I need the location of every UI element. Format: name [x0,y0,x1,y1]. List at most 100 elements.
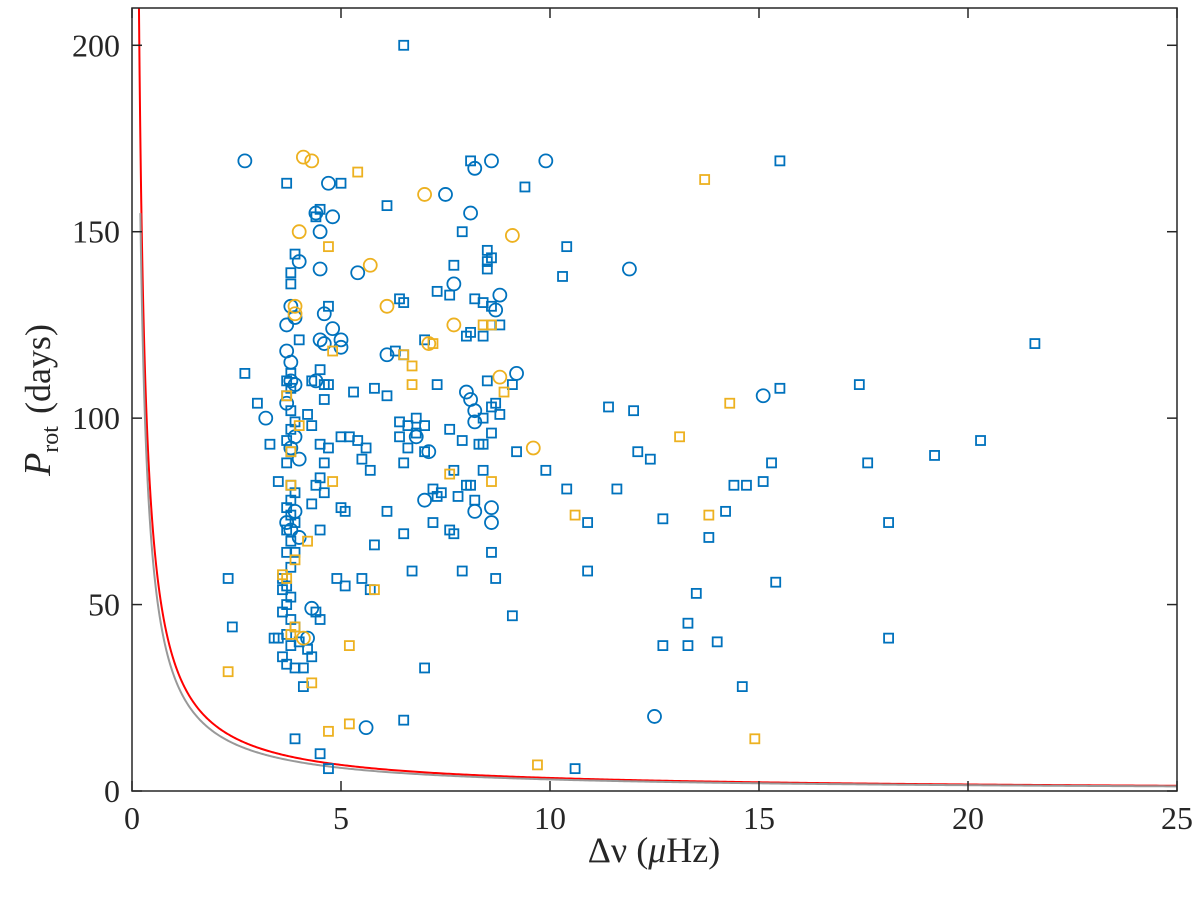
yellow-square-point [285,629,297,640]
blue-circle-point [458,384,474,400]
blue-square-point [728,479,740,491]
blue-circle-point [647,709,662,724]
blue-circle-point [488,302,504,318]
blue-square-point [302,409,313,420]
blue-square-point [690,587,702,599]
yellow-square-point [699,174,711,185]
blue-circle-point [283,440,299,456]
yellow-square-point [724,397,736,409]
blue-square-point [310,479,322,491]
yellow-square-point [406,360,418,372]
blue-square-point [477,438,489,450]
x-tick-label: 25 [1161,800,1193,836]
blue-square-point [561,241,573,253]
data-points [222,39,1041,775]
blue-circle-point [408,429,424,445]
blue-square-point [306,498,318,510]
blue-square-point [741,479,752,491]
blue-square-point [323,300,334,312]
blue-square-point [394,431,405,443]
blue-square-point [720,505,731,517]
y-axis-subscript: rot [38,426,64,453]
blue-circle-point [312,261,328,277]
blue-circle-point [283,373,299,389]
blue-square-point [477,464,489,476]
blue-square-point [611,483,623,495]
yellow-square-point [569,509,581,521]
blue-square-point [490,397,502,409]
blue-circle-point [287,503,303,519]
blue-square-point [883,517,894,528]
blue-circle-point [350,265,366,281]
blue-square-point [456,226,468,238]
blue-square-point [306,420,318,432]
blue-square-point [481,263,493,275]
blue-square-point [766,457,777,469]
yellow-square-point [285,446,297,458]
blue-circle-point [333,332,349,348]
yellow-circle-point [421,336,437,351]
blue-square-point [469,494,481,506]
yellow-square-point [302,535,313,547]
blue-square-point [289,733,301,745]
blue-circle-point [308,373,324,389]
blue-square-point [369,382,380,394]
blue-square-point [757,476,769,487]
blue-square-point [297,662,309,674]
blue-circle-point [291,254,307,269]
blue-square-point [398,297,410,308]
blue-square-point [486,546,497,558]
blue-square-point [448,259,460,271]
blue-square-point [975,435,986,446]
blue-square-point [314,203,326,215]
blue-square-point [477,412,489,424]
yellow-circle-point [287,306,303,322]
yellow-circle-point [525,440,541,456]
x-axis-unit-mu: μ [647,830,666,870]
blue-square-point [402,420,414,432]
blue-square-point [481,244,493,256]
yellow-square-point [532,759,543,771]
blue-circle-point [417,492,433,508]
yellow-square-point [343,718,355,730]
blue-square-point [339,580,351,592]
blue-circle-point [484,515,499,530]
yellow-square-point [281,390,293,402]
blue-circle-point [300,630,315,646]
blue-square-point [557,271,568,282]
blue-square-point [323,763,334,775]
blue-square-point [469,293,481,305]
x-tick-label: 0 [124,800,140,836]
y-tick-label: 150 [72,214,120,250]
yellow-square-point [293,420,305,432]
y-tick-label: 100 [72,400,120,436]
blue-circle-point [321,175,336,191]
yellow-circle-point [379,298,395,314]
blue-square-point [272,476,284,487]
yellow-circle-point [417,187,433,202]
blue-square-point [289,248,301,260]
blue-circle-point [379,347,395,363]
blue-circle-point [237,153,253,169]
blue-square-point [774,382,786,394]
blue-square-point [402,442,414,454]
yellow-circle-point [304,153,320,169]
blue-square-point [774,155,786,167]
yellow-square-point [703,509,715,521]
blue-square-point [711,636,723,648]
blue-circle-point [283,522,299,538]
yellow-circle-point [295,630,311,646]
blue-square-point [506,379,518,390]
blue-circle-point [622,261,637,277]
blue-circle-point [312,224,328,240]
blue-square-point [285,278,297,290]
blue-square-point [364,464,376,476]
blue-square-point [285,267,297,279]
blue-square-point [540,464,552,476]
blue-square-point [381,505,393,517]
blue-square-point [323,442,334,454]
blue-square-point [465,155,476,167]
blue-square-point [603,401,614,413]
yellow-circle-point [362,257,378,273]
